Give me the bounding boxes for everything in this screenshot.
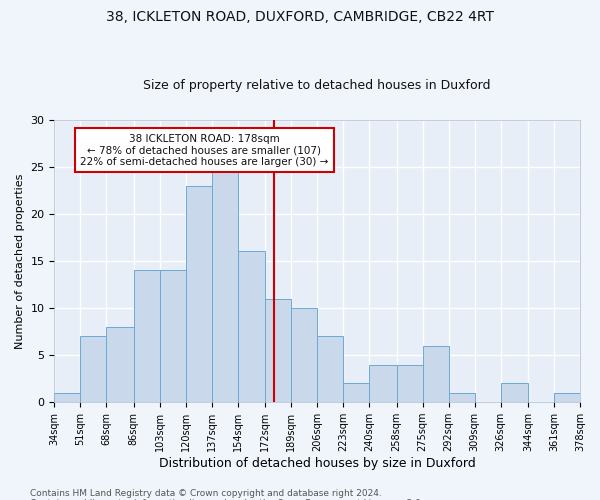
Bar — [134, 270, 160, 402]
Text: 38, ICKLETON ROAD, DUXFORD, CAMBRIDGE, CB22 4RT: 38, ICKLETON ROAD, DUXFORD, CAMBRIDGE, C… — [106, 10, 494, 24]
Bar — [422, 346, 449, 402]
Bar — [449, 393, 475, 402]
Bar — [369, 364, 397, 402]
Bar — [291, 308, 317, 402]
Bar — [212, 166, 238, 402]
Bar — [186, 186, 212, 402]
Y-axis label: Number of detached properties: Number of detached properties — [15, 173, 25, 348]
Bar — [317, 336, 343, 402]
Bar — [55, 393, 80, 402]
Bar — [160, 270, 186, 402]
Bar — [265, 298, 291, 402]
Bar — [554, 393, 580, 402]
Text: Contains public sector information licensed under the Open Government Licence v3: Contains public sector information licen… — [30, 498, 424, 500]
Bar — [397, 364, 422, 402]
Bar — [500, 384, 528, 402]
Text: 38 ICKLETON ROAD: 178sqm
← 78% of detached houses are smaller (107)
22% of semi-: 38 ICKLETON ROAD: 178sqm ← 78% of detach… — [80, 134, 328, 167]
Bar — [106, 327, 134, 402]
Bar — [343, 384, 369, 402]
Text: Contains HM Land Registry data © Crown copyright and database right 2024.: Contains HM Land Registry data © Crown c… — [30, 488, 382, 498]
Bar — [238, 252, 265, 402]
Title: Size of property relative to detached houses in Duxford: Size of property relative to detached ho… — [143, 79, 491, 92]
Bar — [554, 393, 580, 402]
Bar — [80, 336, 106, 402]
X-axis label: Distribution of detached houses by size in Duxford: Distribution of detached houses by size … — [159, 457, 476, 470]
